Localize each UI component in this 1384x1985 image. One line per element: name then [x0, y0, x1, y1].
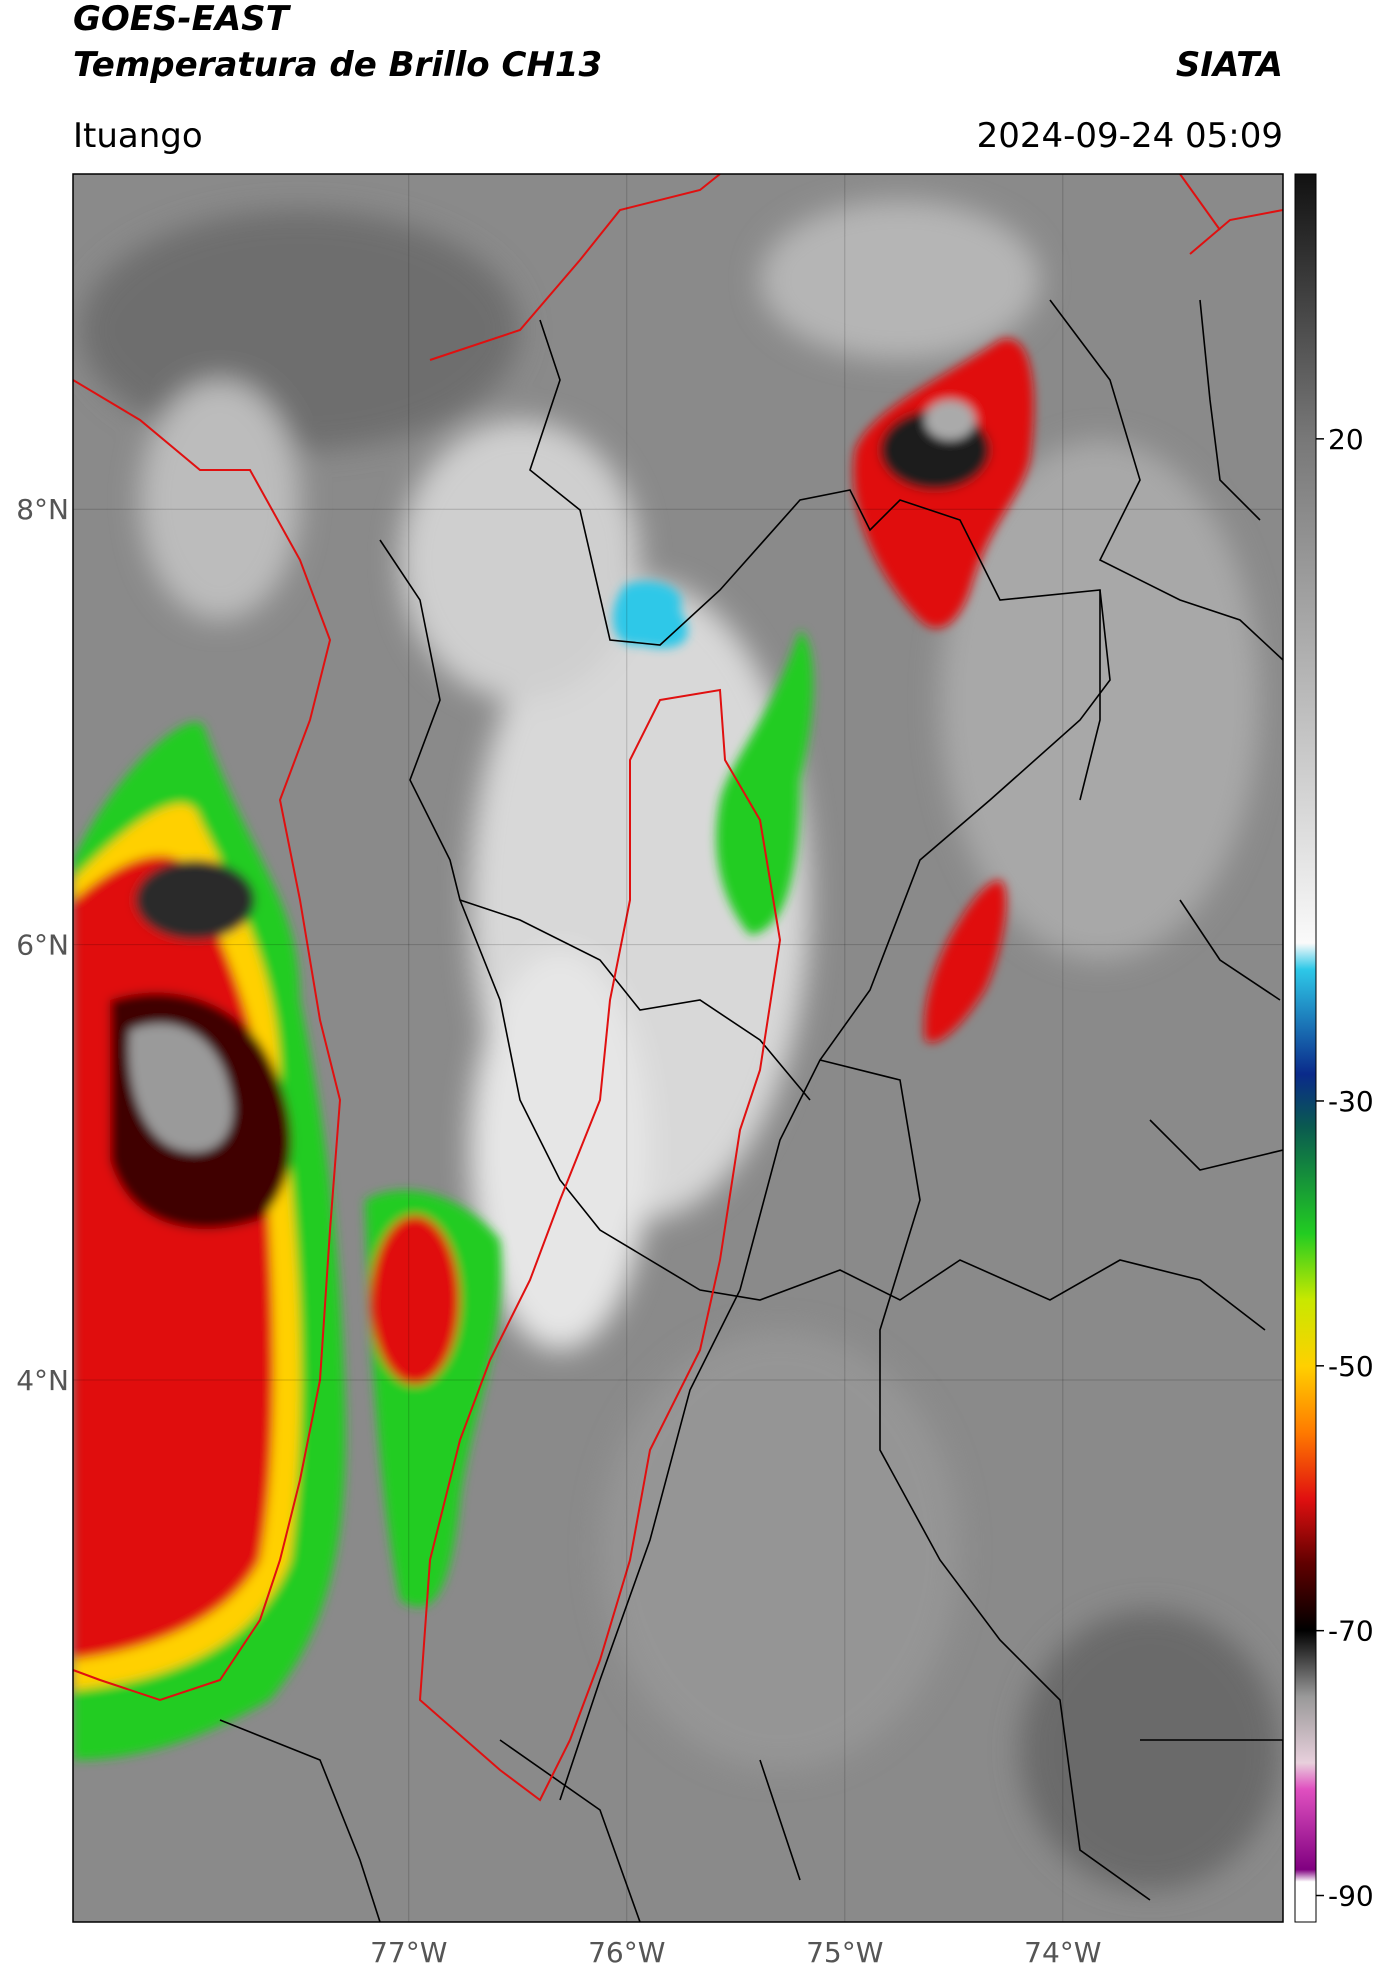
colorbar-tick-label: -70	[1328, 1615, 1374, 1648]
lon-label: 77°W	[370, 1936, 447, 1969]
lon-label: 76°W	[588, 1936, 665, 1969]
boundary-lines	[73, 174, 1283, 1802]
admin-borders	[219, 299, 1283, 1922]
colorbar-tick-label: -50	[1328, 1350, 1374, 1383]
datetime: 2024-09-24 05:09	[977, 116, 1283, 156]
location: Ituango	[73, 116, 203, 156]
colorbar-tick-label: -90	[1328, 1880, 1374, 1913]
subtitle: Temperatura de Brillo CH13	[73, 45, 602, 85]
convective-clouds	[73, 338, 1034, 1761]
satellite-image	[73, 174, 1283, 1922]
lat-label: 8°N	[16, 493, 69, 526]
colorbar-tick-label: 20	[1328, 423, 1364, 456]
graticule	[73, 174, 1283, 1922]
lon-label: 74°W	[1024, 1936, 1101, 1969]
title: GOES-EAST	[73, 0, 292, 39]
map-frame	[72, 173, 1284, 1923]
colorbar-tick-label: -30	[1328, 1085, 1374, 1118]
lat-label: 4°N	[16, 1364, 69, 1397]
colorbar	[1294, 173, 1317, 1923]
lon-label: 75°W	[806, 1936, 883, 1969]
brand: SIATA	[1176, 45, 1283, 85]
lat-label: 6°N	[16, 929, 69, 962]
labels: 77°W 76°W 75°W 74°W 8°N 6°N 4°N 20 -30 -50 -70 -90	[16, 423, 1374, 1969]
